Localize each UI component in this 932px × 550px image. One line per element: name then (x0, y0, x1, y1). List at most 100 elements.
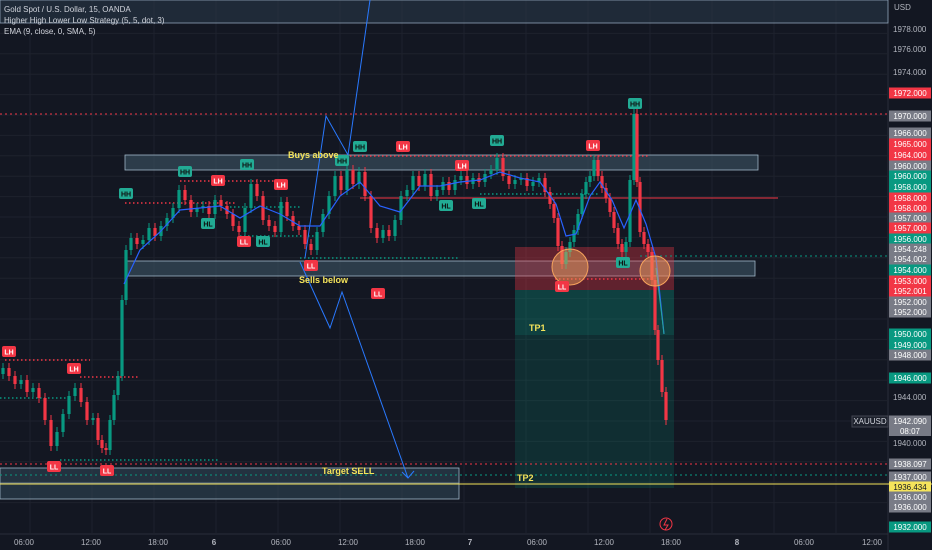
price-tag-label: 1952.000 (893, 298, 927, 307)
time-axis: 06:00 12:00 18:00 6 06:00 12:00 18:00 7 06:00 12:… (14, 538, 883, 547)
price-tag-label: 1958.000 (893, 194, 927, 203)
candle-body (363, 172, 367, 196)
candle-body (646, 244, 650, 252)
candles (1, 109, 668, 455)
candle-body (580, 194, 584, 214)
candle-body (165, 218, 169, 226)
candle-body (369, 196, 373, 228)
x-tick-label: 18:00 (661, 538, 682, 547)
currency-label: USD (894, 3, 911, 12)
candle-body (564, 252, 568, 264)
candle-body (85, 402, 89, 420)
swing-label: LH (398, 145, 407, 152)
price-tag (889, 481, 931, 493)
candle-body (19, 380, 23, 384)
price-tag-label: 1936.000 (893, 493, 927, 502)
swing-label: LH (276, 183, 285, 190)
ema-line (123, 171, 665, 335)
candle-body (219, 200, 223, 206)
candle-body (411, 176, 415, 190)
candle-body (588, 176, 592, 182)
candle-body (183, 190, 187, 200)
price-tag (889, 471, 931, 483)
candle-body (96, 418, 100, 440)
indicator-hhll[interactable]: Higher High Lower Low Strategy (5, 5, do… (4, 16, 165, 25)
swing-label: LL (558, 285, 567, 292)
candle-body (357, 172, 361, 184)
candle-body (628, 180, 632, 242)
swing-label: HH (355, 145, 365, 152)
x-tick-label: 12:00 (81, 538, 102, 547)
swing-label-bg (119, 188, 133, 199)
swing-label-bg (100, 465, 114, 476)
swing-label: HH (180, 170, 190, 177)
candle-body (261, 196, 265, 220)
candle-body (267, 220, 271, 226)
candle-body (560, 246, 564, 264)
swing-label: LH (4, 350, 13, 357)
candle-body (653, 280, 657, 330)
swing-label: LH (457, 164, 466, 171)
x-tick-label: 8 (735, 538, 740, 547)
swing-label: HL (203, 222, 213, 229)
levels (0, 113, 932, 485)
price-tag-label: 1952.001 (893, 287, 927, 296)
tp2-zone (515, 335, 674, 488)
y-tick-label: 1940.000 (893, 439, 927, 448)
swing-label-bg (335, 155, 349, 166)
candle-body (537, 178, 541, 182)
swing-label-bg (396, 141, 410, 152)
countdown-label: 08:07 (900, 427, 921, 436)
price-tag (889, 349, 931, 361)
swing-label-bg (353, 141, 367, 152)
swing-label: LH (213, 179, 222, 186)
candle-body (285, 202, 289, 216)
swing-label-bg (2, 346, 16, 357)
candle-body (297, 226, 301, 230)
x-tick-label: 06:00 (527, 538, 548, 547)
candle-body (543, 178, 547, 192)
candle-body (249, 184, 253, 208)
candle-body (600, 176, 604, 188)
indicator-ema[interactable]: EMA (9, close, 0, SMA, 5) (4, 27, 96, 36)
candle-body (321, 214, 325, 232)
x-tick-label: 18:00 (148, 538, 169, 547)
price-tag (889, 458, 931, 470)
swing-label-bg (178, 166, 192, 177)
price-tag (889, 110, 931, 122)
symbol-title: Gold Spot / U.S. Dollar, 15, OANDA (4, 5, 131, 14)
candle-body (459, 176, 463, 180)
candle-body (49, 420, 53, 446)
candle-body (291, 216, 295, 226)
price-tag-label: 1964.000 (893, 151, 927, 160)
price-tag-label: 1960.000 (893, 162, 927, 171)
candle-body (129, 238, 133, 250)
price-tag (889, 285, 931, 297)
price-tag (889, 233, 931, 245)
top-zone (0, 0, 889, 24)
price-tag (889, 212, 931, 224)
x-tick-label: 06:00 (14, 538, 35, 547)
candle-body (91, 418, 95, 420)
candle-body (612, 212, 616, 228)
swing-label-bg (237, 236, 251, 247)
candle-body (604, 188, 608, 198)
swing-label-bg (67, 363, 81, 374)
price-tag (889, 491, 931, 503)
candle-body (171, 208, 175, 218)
swing-label: LL (103, 469, 112, 476)
swing-label: LL (50, 465, 59, 472)
candle-body (120, 300, 124, 376)
candle-body (141, 240, 145, 244)
buys-zone (124, 154, 759, 171)
candle-body (243, 208, 247, 232)
swing-label: LL (240, 240, 249, 247)
candle-body (195, 208, 199, 212)
price-tag-label: 1932.000 (893, 523, 927, 532)
candle-body (429, 174, 433, 196)
price-tag-label: 1946.000 (893, 374, 927, 383)
price-tag (889, 306, 931, 318)
candle-body (556, 218, 560, 246)
swing-label-bg (371, 288, 385, 299)
